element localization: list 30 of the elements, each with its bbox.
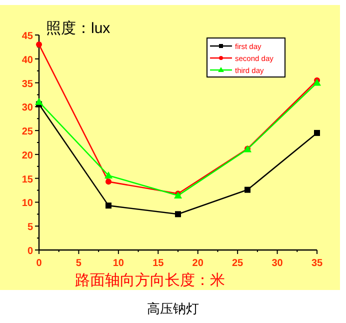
point [314, 130, 320, 136]
x-tick-label: 15 [152, 258, 164, 269]
y-tick-label: 35 [22, 78, 34, 90]
y-tick-label: 5 [27, 222, 34, 234]
x-tick-label: 25 [232, 258, 244, 269]
point [36, 42, 42, 48]
y-tick-label: 0 [27, 246, 34, 257]
y-tick-label: 45 [22, 31, 34, 42]
point [104, 171, 112, 178]
y-tick-label: 20 [22, 150, 34, 162]
x-tick-label: 0 [36, 258, 42, 269]
text: 高压钠灯 [147, 301, 199, 316]
y-axis-title: 照度：lux [46, 20, 111, 37]
point [35, 98, 43, 105]
point [106, 202, 112, 209]
point [313, 78, 321, 86]
x-tick-label: 10 [112, 258, 124, 269]
y-tick-label: 10 [22, 198, 34, 210]
y-tick-label: 30 [22, 102, 34, 114]
point [244, 186, 250, 193]
point [106, 178, 112, 185]
x-tick-label: 30 [272, 258, 284, 269]
x-tick-label: 5 [76, 258, 82, 269]
y-tick-label: 25 [22, 126, 34, 138]
y-tick-label: 40 [22, 54, 34, 66]
x-tick-label: 20 [192, 258, 204, 269]
point [175, 211, 181, 218]
y-tick-label: 15 [22, 174, 34, 186]
x-tick-label: 35 [311, 258, 323, 269]
x-axis-title: 路面轴向方向长度：米 [75, 272, 225, 289]
